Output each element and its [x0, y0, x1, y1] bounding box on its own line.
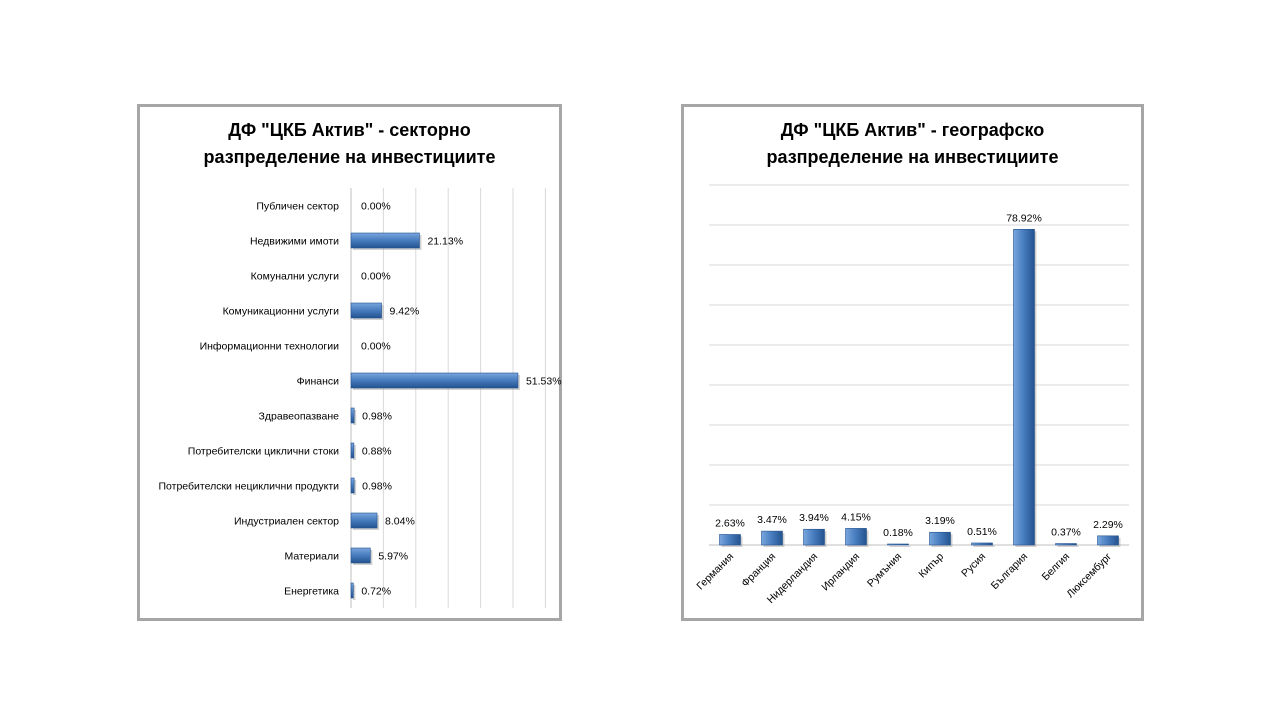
- geo-bar: [1013, 229, 1035, 546]
- sector-category-label: Материали: [284, 551, 339, 563]
- geo-category-label: Румъния: [865, 551, 904, 590]
- sector-category-label: Потребителски нециклични продукти: [158, 481, 339, 493]
- sector-category-label: Енергетика: [284, 586, 339, 598]
- sector-bar: [350, 407, 355, 424]
- sector-data-label: 0.98%: [362, 481, 392, 493]
- sector-data-label: 8.04%: [385, 516, 415, 528]
- sector-category-label: Информационни технологии: [200, 341, 340, 353]
- geo-data-label: 3.19%: [925, 515, 955, 527]
- sector-data-label: 0.00%: [361, 271, 391, 283]
- sector-data-label: 9.42%: [390, 306, 420, 318]
- sector-data-label: 0.98%: [362, 411, 392, 423]
- geo-bar-shadow: [973, 544, 995, 547]
- sector-data-label: 21.13%: [427, 236, 463, 248]
- geo-bar: [803, 528, 825, 546]
- geo-data-label: 3.47%: [757, 514, 787, 526]
- sector-category-label: Потребителски циклични стоки: [188, 446, 339, 458]
- sector-data-label: 5.97%: [378, 551, 408, 563]
- sector-category-label: Недвижими имоти: [250, 236, 339, 248]
- sector-bar: [350, 372, 519, 389]
- sector-bar: [350, 302, 382, 319]
- sector-chart-title-line-2: разпределение на инвестициите: [203, 147, 496, 167]
- geo-category-label: Кипър: [916, 551, 946, 581]
- geo-chart-panel: ДФ "ЦКБ Актив" - географско разпределени…: [681, 104, 1144, 621]
- geo-chart-title-line-1: ДФ "ЦКБ Актив" - географско: [780, 120, 1045, 140]
- geo-bar: [845, 528, 867, 546]
- sector-chart-panel: ДФ "ЦКБ Актив" - секторно разпределение …: [137, 104, 562, 621]
- sector-chart-title-line-1: ДФ "ЦКБ Актив" - секторно: [228, 120, 471, 140]
- geo-bar: [887, 543, 909, 546]
- geo-category-label: Белгия: [1040, 551, 1072, 583]
- geo-data-label: 2.29%: [1093, 519, 1123, 531]
- sector-bar: [350, 477, 355, 494]
- geo-bar: [1097, 535, 1119, 546]
- geo-bar-chart: 2.63%Германия3.47%Франция3.94%Нидерланди…: [694, 184, 1129, 606]
- sector-category-label: Комунални услуги: [251, 271, 339, 283]
- sector-bar: [350, 232, 420, 249]
- geo-category-label: Ирландия: [819, 551, 862, 594]
- geo-bar-shadow: [1057, 545, 1079, 547]
- sector-category-label: Финанси: [297, 376, 340, 388]
- sector-bar: [350, 512, 378, 529]
- sector-data-label: 51.53%: [526, 376, 562, 388]
- geo-category-label: България: [989, 551, 1030, 592]
- sector-category-label: Публичен сектор: [256, 201, 339, 213]
- sector-bar: [350, 547, 371, 564]
- sector-chart-title: ДФ "ЦКБ Актив" - секторно разпределение …: [140, 117, 559, 171]
- geo-bar: [719, 534, 741, 546]
- geo-bar: [929, 531, 951, 546]
- geo-data-label: 3.94%: [799, 512, 829, 524]
- sector-bar-chart: Публичен сектор 0.00% Недвижими имоти 21.13…: [158, 188, 562, 608]
- geo-chart-title-line-2: разпределение на инвестициите: [766, 147, 1059, 167]
- geo-data-label: 0.37%: [1051, 527, 1081, 539]
- sector-bar-shadow: [353, 585, 356, 600]
- geo-category-label: Русия: [959, 551, 988, 580]
- geo-category-label: Германия: [694, 551, 736, 593]
- geo-bar: [761, 530, 783, 546]
- geo-category-label: Франция: [739, 551, 778, 590]
- geo-bar-shadow: [889, 546, 911, 547]
- sector-data-label: 0.72%: [361, 586, 391, 598]
- sector-bar-shadow: [353, 480, 357, 495]
- geo-bar: [1055, 543, 1077, 546]
- geo-data-label: 4.15%: [841, 511, 871, 523]
- geo-data-label: 2.63%: [715, 517, 745, 529]
- geo-data-label: 78.92%: [1006, 212, 1042, 224]
- sector-data-label: 0.88%: [362, 446, 392, 458]
- sector-data-label: 0.00%: [361, 341, 391, 353]
- sector-category-label: Индустриален сектор: [234, 516, 339, 528]
- geo-bar: [971, 542, 993, 546]
- geo-chart-title: ДФ "ЦКБ Актив" - географско разпределени…: [684, 117, 1141, 171]
- geo-data-label: 0.18%: [883, 527, 913, 539]
- sector-category-label: Здравеопазване: [259, 411, 340, 423]
- sector-bar-shadow: [353, 445, 356, 460]
- sector-data-label: 0.00%: [361, 201, 391, 213]
- sector-bar-shadow: [353, 410, 357, 425]
- sector-category-label: Комуникационни услуги: [223, 306, 340, 318]
- geo-category-label: Люксембург: [1064, 551, 1114, 601]
- sector-bar: [350, 582, 354, 599]
- geo-data-label: 0.51%: [967, 526, 997, 538]
- sector-bar: [350, 442, 355, 459]
